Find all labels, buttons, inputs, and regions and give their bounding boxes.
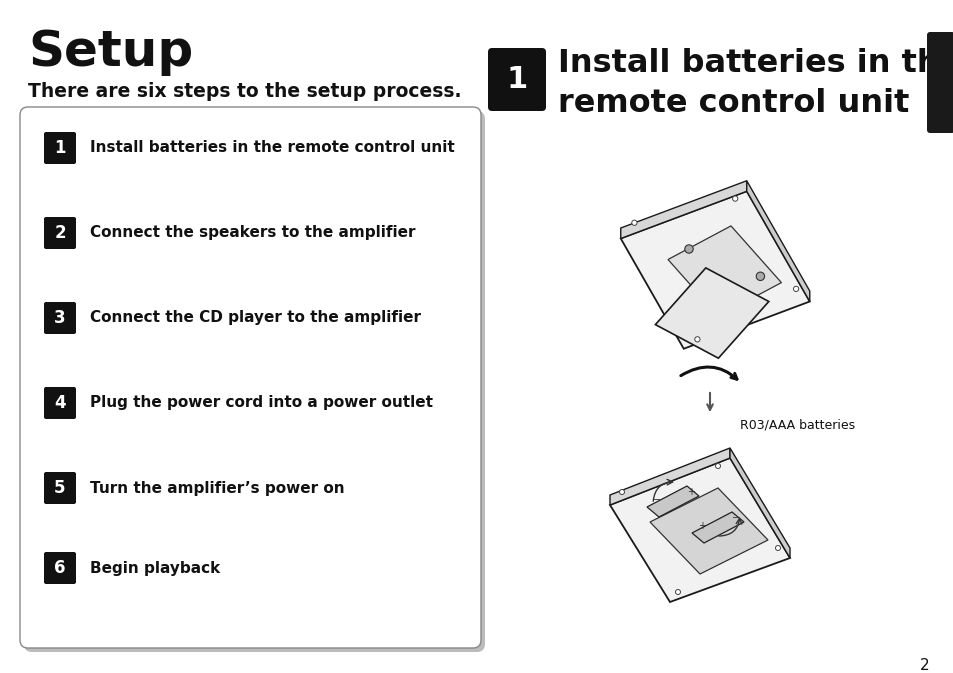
Text: 2: 2 <box>920 658 929 673</box>
Circle shape <box>631 220 637 225</box>
FancyBboxPatch shape <box>24 111 484 652</box>
Polygon shape <box>620 181 746 238</box>
FancyBboxPatch shape <box>20 107 480 648</box>
Text: There are six steps to the setup process.: There are six steps to the setup process… <box>28 82 461 101</box>
Text: remote control unit: remote control unit <box>558 88 908 119</box>
Text: 2: 2 <box>54 224 66 242</box>
Text: 1: 1 <box>54 139 66 157</box>
Circle shape <box>715 464 720 468</box>
Text: Connect the speakers to the amplifier: Connect the speakers to the amplifier <box>90 225 416 240</box>
FancyBboxPatch shape <box>44 217 76 249</box>
Circle shape <box>775 546 780 551</box>
FancyBboxPatch shape <box>44 302 76 334</box>
Circle shape <box>694 336 700 342</box>
Text: +: + <box>698 521 705 531</box>
Circle shape <box>793 286 798 291</box>
Text: Connect the CD player to the amplifier: Connect the CD player to the amplifier <box>90 310 420 326</box>
Polygon shape <box>667 226 781 316</box>
Text: 3: 3 <box>54 309 66 327</box>
FancyBboxPatch shape <box>488 48 545 111</box>
Polygon shape <box>746 181 809 302</box>
Text: +: + <box>686 487 695 497</box>
Polygon shape <box>729 448 789 558</box>
Text: 6: 6 <box>54 559 66 577</box>
Text: R03/AAA batteries: R03/AAA batteries <box>740 418 854 431</box>
FancyBboxPatch shape <box>44 387 76 419</box>
FancyBboxPatch shape <box>44 552 76 584</box>
Text: Turn the amplifier’s power on: Turn the amplifier’s power on <box>90 481 344 495</box>
Circle shape <box>732 196 737 201</box>
Polygon shape <box>609 458 789 602</box>
Circle shape <box>675 590 679 594</box>
Circle shape <box>618 489 624 495</box>
Polygon shape <box>649 488 767 574</box>
Text: Plug the power cord into a power outlet: Plug the power cord into a power outlet <box>90 396 433 411</box>
Text: Install batteries in the: Install batteries in the <box>558 48 953 79</box>
Polygon shape <box>620 191 809 349</box>
FancyBboxPatch shape <box>44 472 76 504</box>
Polygon shape <box>655 268 768 358</box>
Text: 1: 1 <box>506 65 527 94</box>
Circle shape <box>756 272 763 281</box>
Text: −: − <box>652 495 660 505</box>
Circle shape <box>684 245 693 253</box>
Text: 5: 5 <box>54 479 66 497</box>
Polygon shape <box>691 512 743 543</box>
Text: −: − <box>731 513 740 523</box>
Polygon shape <box>646 486 699 517</box>
Text: 4: 4 <box>54 394 66 412</box>
Text: Setup: Setup <box>28 28 193 76</box>
Text: Begin playback: Begin playback <box>90 561 220 575</box>
FancyBboxPatch shape <box>926 32 953 133</box>
Text: Install batteries in the remote control unit: Install batteries in the remote control … <box>90 141 455 155</box>
FancyBboxPatch shape <box>44 132 76 164</box>
Polygon shape <box>609 448 729 505</box>
